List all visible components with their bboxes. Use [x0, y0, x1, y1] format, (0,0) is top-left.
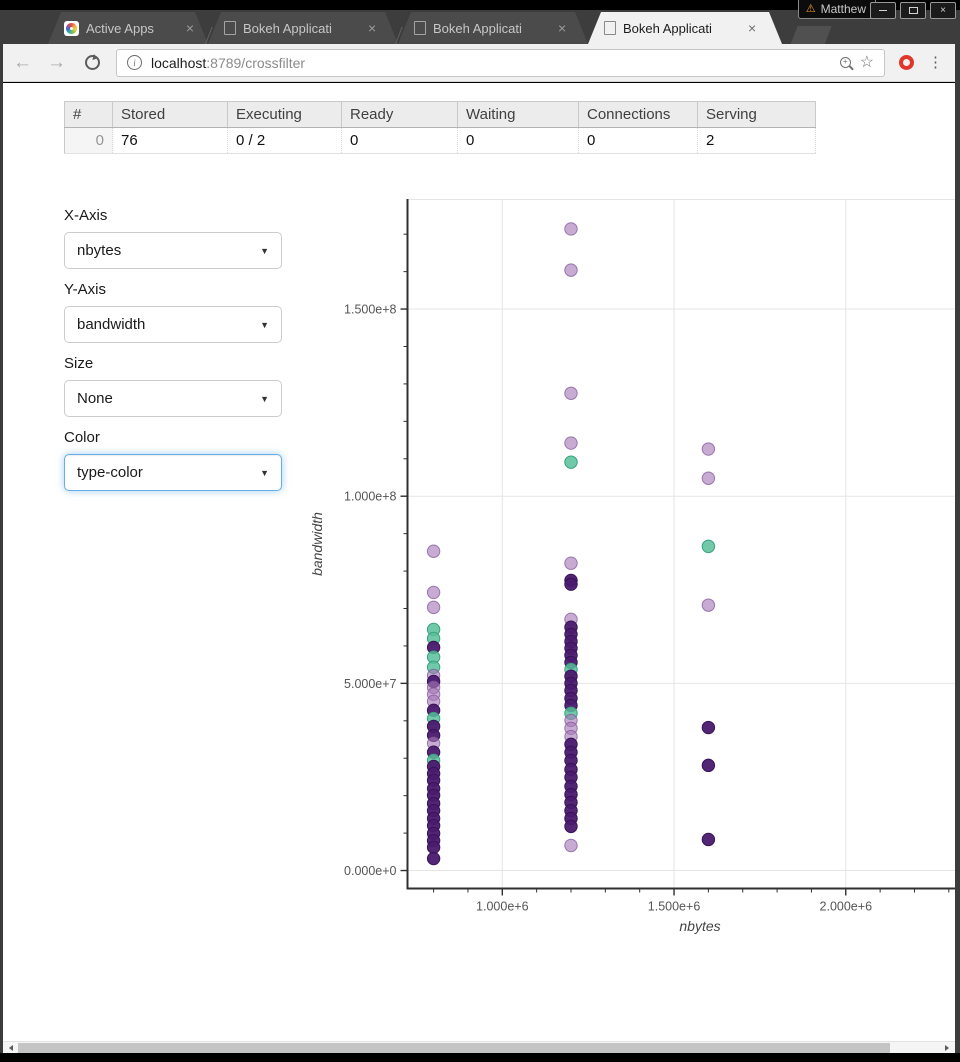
page-icon — [604, 21, 616, 35]
url-text[interactable]: localhost:8789/crossfilter — [151, 54, 306, 71]
horizontal-scrollbar[interactable] — [3, 1041, 955, 1053]
cell-waiting: 0 — [457, 127, 579, 154]
new-tab-button[interactable] — [790, 26, 832, 45]
col-header: Waiting — [457, 101, 579, 128]
chevron-down-icon: ▼ — [260, 245, 269, 256]
tab-label: Active Apps — [86, 20, 154, 36]
color-value: type-color — [77, 464, 143, 481]
tab-bokeh-app-2[interactable]: Bokeh Applicati × — [398, 12, 588, 44]
bookmark-star-icon[interactable]: ☆ — [859, 53, 874, 71]
status-table: # Stored Executing Ready Waiting Connect… — [64, 101, 816, 154]
close-button[interactable]: × — [930, 2, 956, 19]
forward-icon[interactable]: → — [47, 52, 66, 73]
tab-label: Bokeh Applicati — [623, 20, 712, 36]
close-tab-icon[interactable]: × — [748, 20, 757, 36]
tab-bokeh-app-3-active[interactable]: Bokeh Applicati × — [588, 12, 782, 44]
cell-ready: 0 — [341, 127, 458, 154]
back-icon[interactable]: ← — [13, 52, 32, 73]
profile-name: Matthew — [820, 2, 866, 16]
red-o-extension-icon[interactable] — [899, 55, 914, 70]
cell-connections: 0 — [578, 127, 698, 154]
x-axis-select[interactable]: nbytes ▼ — [64, 232, 282, 269]
close-tab-icon[interactable]: × — [368, 20, 377, 36]
profile-chip[interactable]: ⚠ Matthew — [797, 0, 876, 19]
color-select[interactable]: type-color ▼ — [64, 454, 282, 491]
y-axis-value: bandwidth — [77, 316, 146, 333]
col-header: Stored — [112, 101, 228, 128]
size-label: Size — [64, 355, 94, 372]
page-content: # Stored Executing Ready Waiting Connect… — [3, 83, 955, 1041]
minimize-button[interactable] — [870, 2, 896, 19]
col-header: Serving — [697, 101, 816, 128]
tab-label: Bokeh Applicati — [433, 20, 522, 36]
table-row: 0 76 0 / 2 0 0 0 2 — [64, 127, 816, 154]
cell-serving: 2 — [697, 127, 816, 154]
tab-label: Bokeh Applicati — [243, 20, 332, 36]
cell-stored: 76 — [112, 127, 228, 154]
page-icon — [414, 21, 426, 35]
x-axis-value: nbytes — [77, 242, 122, 259]
y-axis-select[interactable]: bandwidth ▼ — [64, 306, 282, 343]
col-header: Ready — [341, 101, 458, 128]
x-axis-label: X-Axis — [64, 207, 108, 224]
tab-bokeh-app-1[interactable]: Bokeh Applicati × — [208, 12, 398, 44]
col-header: Connections — [578, 101, 698, 128]
address-bar[interactable]: i localhost:8789/crossfilter + ☆ — [116, 48, 885, 77]
tab-active-apps[interactable]: Active Apps × — [48, 12, 208, 44]
col-header: # — [64, 101, 113, 128]
scroll-left-arrow-icon[interactable] — [6, 1045, 13, 1051]
menu-dots-icon[interactable]: ⋮ — [928, 54, 943, 71]
chevron-down-icon: ▼ — [260, 467, 269, 478]
maximize-button[interactable] — [900, 2, 926, 19]
window-border-right — [955, 44, 960, 1053]
color-label: Color — [64, 429, 100, 446]
close-tab-icon[interactable]: × — [558, 20, 567, 36]
chevron-down-icon: ▼ — [260, 319, 269, 330]
reload-icon[interactable] — [85, 54, 102, 70]
close-tab-icon[interactable]: × — [185, 20, 194, 36]
window-controls: × — [870, 2, 956, 19]
warning-icon: ⚠ — [805, 2, 816, 15]
cell-executing: 0 / 2 — [227, 127, 342, 154]
scrollbar-thumb[interactable] — [18, 1043, 890, 1053]
status-table-header: # Stored Executing Ready Waiting Connect… — [64, 101, 816, 128]
browser-toolbar: ← → i localhost:8789/crossfilter + ☆ ⋮ — [3, 44, 955, 82]
page-icon — [224, 21, 236, 35]
col-header: Executing — [227, 101, 342, 128]
scroll-right-arrow-icon[interactable] — [945, 1045, 952, 1051]
window-border-left — [0, 44, 3, 1053]
zoom-icon[interactable]: + — [839, 57, 854, 71]
size-value: None — [77, 390, 113, 407]
chevron-down-icon: ▼ — [260, 393, 269, 404]
bokeh-pinwheel-icon — [64, 21, 79, 36]
cell-index: 0 — [64, 127, 113, 154]
size-select[interactable]: None ▼ — [64, 380, 282, 417]
y-axis-label: Y-Axis — [64, 281, 106, 298]
info-icon[interactable]: i — [127, 55, 142, 70]
